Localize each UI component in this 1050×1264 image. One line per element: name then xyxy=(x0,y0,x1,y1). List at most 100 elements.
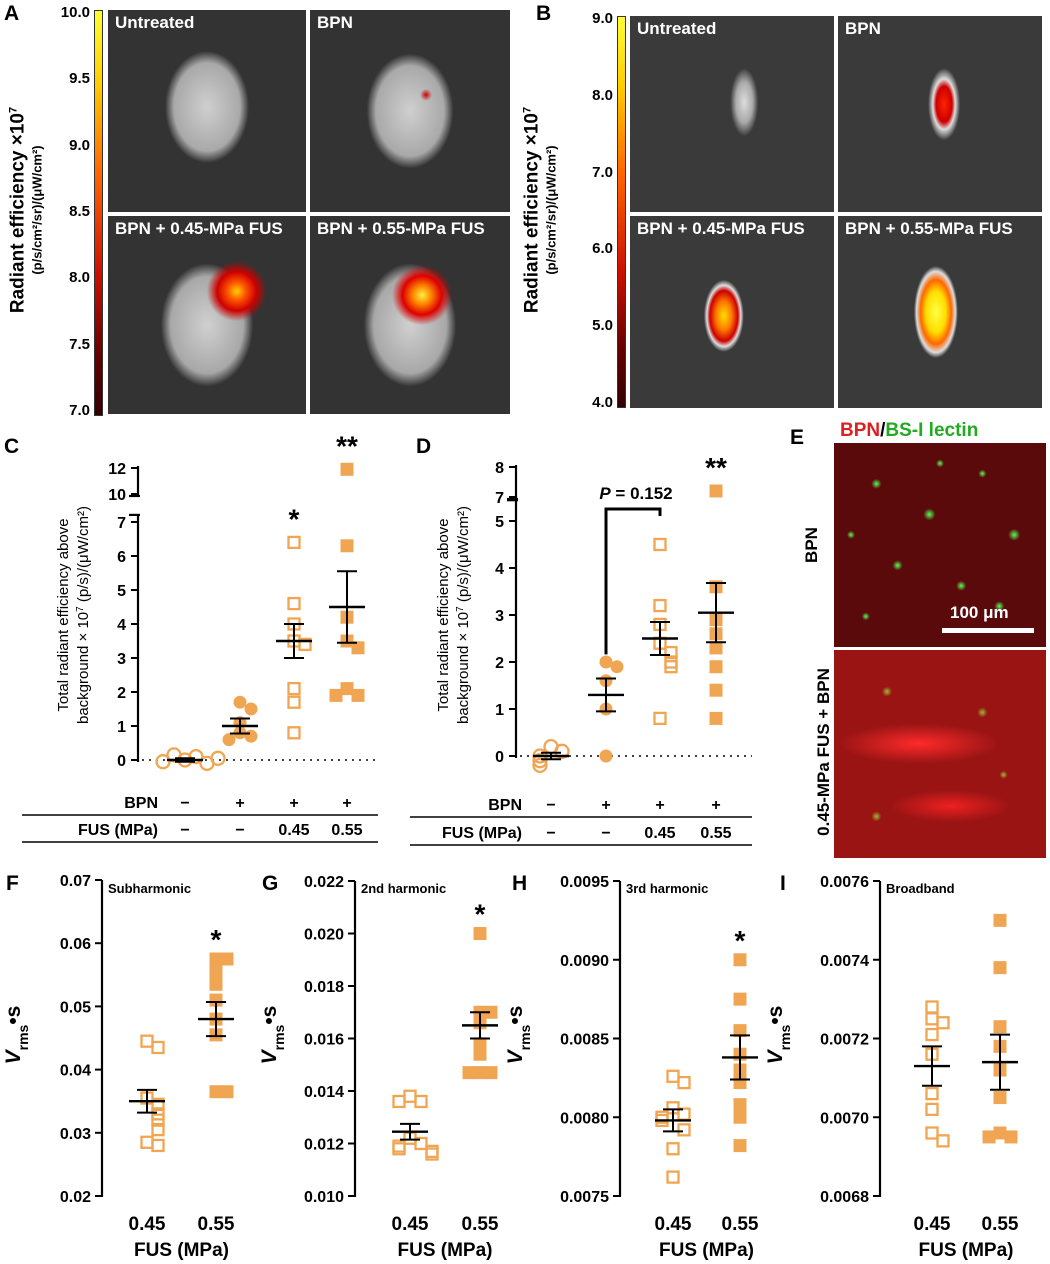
panel-e-image-bpn: 100 μm xyxy=(834,443,1046,647)
panel-c-ytick-label-5: 5 xyxy=(117,583,126,600)
panel-f-xtick-label-1: 0.55 xyxy=(198,1214,235,1235)
panel-c-group-2-point-1 xyxy=(287,596,301,611)
panel-f-ylabel: Vrms•s xyxy=(2,1006,31,1065)
panel-i-ytick-label-3: 0.0074 xyxy=(820,953,869,970)
panel-letter-e: E xyxy=(790,426,805,449)
panel-e-title: BPN/BS-I lectin xyxy=(840,420,978,442)
panel-b-image-untreated: Untreated xyxy=(630,16,834,212)
panel-c-ylabel-line1: Total radiant efficiency above xyxy=(55,518,72,711)
panel-c-ytick-high-label-0: 10 xyxy=(108,487,126,504)
panel-i-group-1-point-6 xyxy=(993,1126,1007,1140)
panel-c-fus-cell-2: 0.45 xyxy=(278,822,309,839)
panel-d-ytick-high-label-0: 7 xyxy=(495,490,504,507)
panel-g-group-1-point-0 xyxy=(473,927,487,940)
panel-c-group-1-point-5 xyxy=(222,733,236,747)
panel-g-xtick-label-1: 0.55 xyxy=(462,1214,499,1235)
panel-c-group-2-point-5 xyxy=(287,681,301,696)
panel-h-group-0-point-8 xyxy=(666,1170,680,1184)
panel-h-group-1-point-6 xyxy=(733,1098,747,1112)
panel-h-title: 3rd harmonic xyxy=(626,881,708,896)
panel-c-group-1-point-0 xyxy=(233,695,247,709)
panel-c-ytick-label-2: 2 xyxy=(117,685,126,702)
panel-f-ytick-label-1: 0.03 xyxy=(60,1126,91,1143)
panel-f-group-0-point-3 xyxy=(151,1097,165,1112)
panel-i-group-0-point-6 xyxy=(925,1102,939,1117)
panel-h-xtick-label-1: 0.55 xyxy=(722,1214,759,1235)
panel-d-group-3-point-4 xyxy=(709,641,723,655)
panel-d-group-2-point-1 xyxy=(653,598,667,613)
panel-i-ytick-label-0: 0.0068 xyxy=(820,1189,869,1206)
panel-h-xlabel: FUS (MPa) xyxy=(659,1240,754,1261)
panel-g-xtick-label-0: 0.45 xyxy=(392,1214,429,1235)
panel-f-ytick-label-2: 0.04 xyxy=(60,1063,91,1080)
panel-i-group-0-point-7 xyxy=(925,1126,939,1140)
panel-h-group-1-point-1 xyxy=(733,992,747,1006)
panel-f-xlabel: FUS (MPa) xyxy=(134,1240,229,1261)
panel-i-ylabel: Vrms•s xyxy=(764,1006,793,1065)
panel-d-group-3-point-7 xyxy=(709,711,723,725)
panel-a-colorbar xyxy=(94,10,103,416)
panel-c-group-2-point-4 xyxy=(298,637,312,652)
panel-d-bpn-cell-2: + xyxy=(655,797,664,814)
panel-c-group-0-point-1 xyxy=(188,748,204,765)
panel-i-group-0-point-1 xyxy=(925,1012,939,1026)
panel-letter-c: C xyxy=(4,435,20,458)
panel-f-group-1-annotation: * xyxy=(211,924,222,955)
panel-i-group-1-point-2 xyxy=(993,1020,1007,1034)
panel-a-image-bpn: BPN xyxy=(310,10,510,212)
panel-i-group-1-point-8 xyxy=(982,1130,996,1144)
panel-g-group-1-point-4 xyxy=(473,1037,487,1051)
panel-letter-i: I xyxy=(780,872,786,895)
panel-b-cbar-tick-4: 5.0 xyxy=(592,317,613,335)
panel-c-group-2-annotation: * xyxy=(289,503,300,534)
panel-i-ytick-label-2: 0.0072 xyxy=(820,1032,869,1049)
panel-c-ytick-high-label-1: 12 xyxy=(108,461,126,478)
panel-d-group-2-point-4 xyxy=(664,645,678,660)
panel-c-ytick-label-4: 4 xyxy=(117,617,126,634)
panel-d-pvalue: P = 0.152 xyxy=(599,484,672,503)
panel-letter-h: H xyxy=(512,872,528,895)
panel-c-bpn-cell-2: + xyxy=(289,795,298,812)
panel-letter-d: D xyxy=(416,435,432,458)
panel-c-ytick-label-0: 0 xyxy=(117,753,126,770)
panel-g-group-1-point-2 xyxy=(484,1005,498,1019)
panel-g-group-1-point-8 xyxy=(462,1066,476,1080)
panel-c-ytick-label-3: 3 xyxy=(117,651,126,668)
panel-i-xlabel: FUS (MPa) xyxy=(919,1240,1014,1261)
panel-d-bpn-cell-0: − xyxy=(546,797,555,814)
panel-i-group-0-point-5 xyxy=(925,1086,939,1101)
panel-b-image-label: BPN + 0.55-MPa FUS xyxy=(845,219,1013,238)
panel-c-bpn-cell-0: − xyxy=(180,795,189,812)
panel-g-ylabel: Vrms•s xyxy=(258,1006,287,1065)
panel-a-image-untreated: Untreated xyxy=(108,10,306,212)
panel-a-cbar-tick-0: 10.0 xyxy=(60,4,90,21)
panel-i-ytick-label-1: 0.0070 xyxy=(820,1110,869,1127)
panel-d-ytick-label-3: 3 xyxy=(495,608,504,625)
panel-a-image-label: BPN xyxy=(317,13,353,32)
panel-f-group-0-point-5 xyxy=(151,1113,165,1127)
panel-i-xtick-label-1: 0.55 xyxy=(982,1214,1019,1235)
panel-c-group-3-point-6 xyxy=(351,688,365,702)
panel-d-ytick-label-2: 2 xyxy=(495,655,504,672)
panel-f-group-0-point-1 xyxy=(151,1040,165,1055)
panel-i-group-0-point-0 xyxy=(925,1000,939,1014)
panel-c-group-3-point-4 xyxy=(351,641,365,655)
panel-i-group-1-point-5 xyxy=(993,1091,1007,1105)
panel-c-group-2-point-7 xyxy=(287,726,301,740)
panel-g-group-0-point-8 xyxy=(425,1147,439,1161)
panel-c-group-1-point-1 xyxy=(244,702,258,716)
panel-h-ytick-label-2: 0.0085 xyxy=(560,1032,609,1049)
panel-g-group-1-point-7 xyxy=(484,1066,498,1080)
panel-g-ytick-label-3: 0.016 xyxy=(304,1032,344,1049)
panel-b-cbar-tick-5: 4.0 xyxy=(592,394,613,411)
panel-f-group-1-point-3 xyxy=(209,977,223,991)
panel-d-group-0-point-1 xyxy=(554,743,570,759)
panel-a-image-label: BPN + 0.45-MPa FUS xyxy=(115,219,283,238)
panel-a-cbar-tick-4: 8.0 xyxy=(69,269,90,287)
panel-c-group-1-point-4 xyxy=(244,729,258,743)
panel-g-ytick-label-4: 0.018 xyxy=(304,979,344,996)
panel-f-group-0-point-0 xyxy=(140,1034,154,1048)
panel-h-xtick-label-0: 0.45 xyxy=(655,1214,692,1235)
panel-f-group-1-point-4 xyxy=(209,993,223,1007)
panel-g-ytick-label-1: 0.012 xyxy=(304,1137,344,1154)
